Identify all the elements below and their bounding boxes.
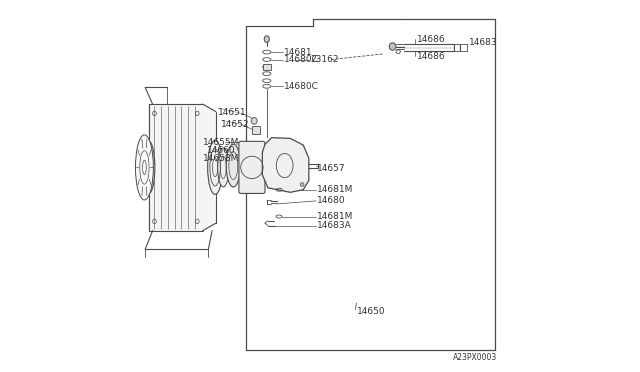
Bar	[252, 126, 260, 134]
Ellipse shape	[251, 118, 257, 124]
Ellipse shape	[218, 148, 229, 187]
Text: 14657: 14657	[317, 164, 346, 173]
Text: 14655M: 14655M	[203, 138, 239, 147]
Polygon shape	[262, 138, 309, 192]
Text: 14681: 14681	[284, 48, 312, 57]
Text: 14686: 14686	[417, 52, 445, 61]
Text: A23PX0003: A23PX0003	[452, 353, 497, 362]
Text: 14680C: 14680C	[284, 55, 319, 64]
Ellipse shape	[264, 36, 269, 42]
Text: 14681M: 14681M	[317, 212, 354, 221]
Bar	[262, 64, 271, 70]
Ellipse shape	[389, 43, 396, 50]
Text: 23162: 23162	[310, 55, 339, 64]
Text: 14660: 14660	[207, 146, 235, 155]
Text: 14658M: 14658M	[203, 154, 239, 163]
Text: 14683A: 14683A	[317, 221, 352, 230]
Text: 14651: 14651	[218, 108, 246, 117]
Ellipse shape	[300, 183, 304, 186]
Text: 14683: 14683	[468, 38, 497, 46]
Text: 14686: 14686	[417, 35, 445, 44]
Ellipse shape	[227, 144, 241, 187]
Text: 14681M: 14681M	[317, 185, 354, 194]
Polygon shape	[149, 104, 216, 231]
Text: 14652: 14652	[221, 120, 250, 129]
Text: 14680: 14680	[317, 196, 346, 205]
Ellipse shape	[143, 141, 155, 193]
Ellipse shape	[136, 135, 154, 200]
FancyBboxPatch shape	[239, 141, 265, 193]
Text: 14650: 14650	[357, 307, 386, 316]
Text: 14680C: 14680C	[284, 82, 319, 91]
Ellipse shape	[207, 140, 223, 194]
